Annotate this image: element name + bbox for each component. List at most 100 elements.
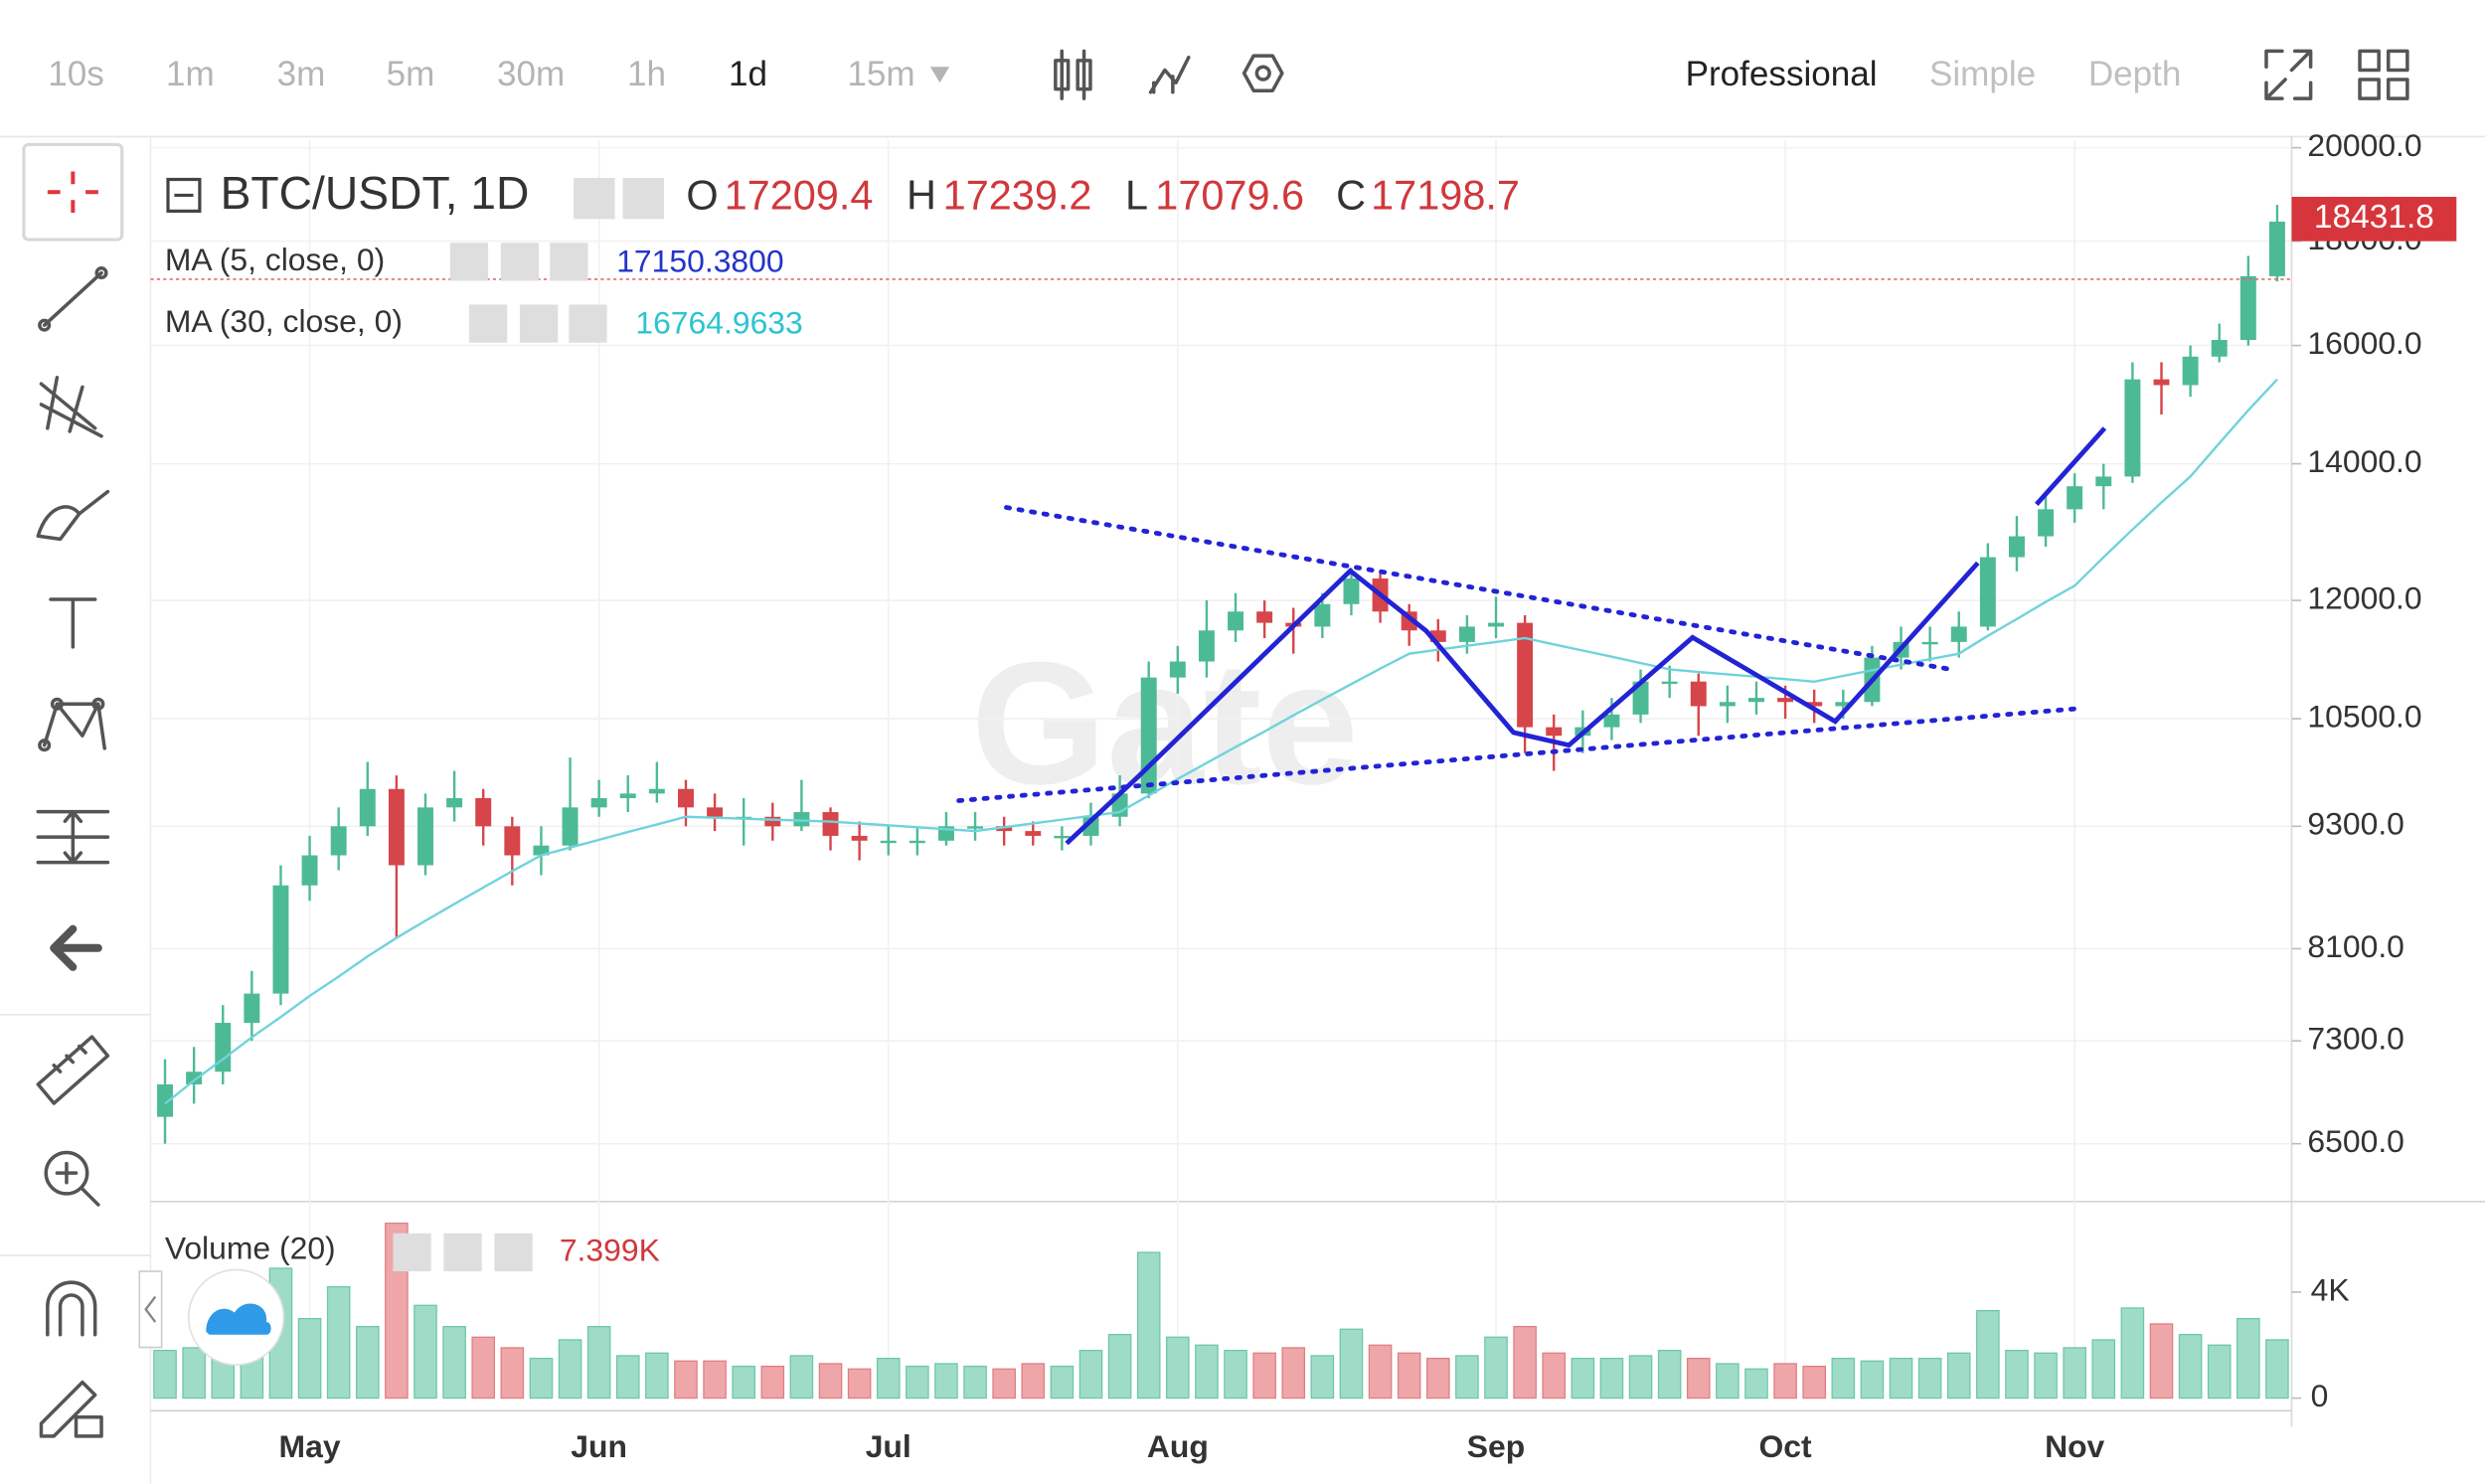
remove-button[interactable] xyxy=(569,304,607,343)
settings-button[interactable] xyxy=(500,243,540,281)
candle-body xyxy=(1835,702,1852,707)
candle-body xyxy=(186,1072,203,1084)
candle-body xyxy=(2268,221,2285,276)
volume-bar xyxy=(442,1325,466,1400)
ohlc-value: 17239.2 xyxy=(943,172,1092,219)
interval[interactable]: 3m xyxy=(277,55,326,93)
line-tool[interactable] xyxy=(38,266,108,332)
mode-tab[interactable]: Simple xyxy=(1929,55,2036,93)
candle-body xyxy=(764,816,781,827)
remove-button[interactable] xyxy=(550,243,588,281)
volume-bar xyxy=(414,1304,437,1400)
settings-button[interactable] xyxy=(622,177,665,220)
dropdown-caret[interactable] xyxy=(929,67,950,83)
zoom-tool[interactable] xyxy=(44,1150,100,1207)
candle-body xyxy=(707,807,724,817)
side-tab[interactable] xyxy=(138,1270,163,1349)
candle-type-button[interactable] xyxy=(1054,49,1092,100)
candle-body xyxy=(1429,630,1446,642)
magnet-tool[interactable] xyxy=(46,1280,97,1337)
volume-bar xyxy=(1310,1355,1335,1400)
layout-button[interactable] xyxy=(2358,49,2409,100)
y-tick-label: 10500.0 xyxy=(2307,699,2421,735)
volume-bar xyxy=(558,1339,582,1400)
last-price: 18431.8 xyxy=(2314,199,2434,236)
candle-body xyxy=(590,797,607,808)
volume-bar xyxy=(1657,1349,1682,1400)
candle-body xyxy=(330,826,347,856)
collapse-button[interactable] xyxy=(50,924,102,971)
lock-tool[interactable] xyxy=(39,1380,103,1438)
crosshair-button[interactable] xyxy=(22,142,124,242)
volume-bar xyxy=(1281,1347,1306,1400)
volume-bar xyxy=(1455,1355,1479,1400)
candle-body xyxy=(2038,509,2055,537)
interval[interactable]: 30m xyxy=(497,55,565,93)
indicator-button[interactable] xyxy=(1148,55,1191,94)
mode-tab[interactable]: Depth xyxy=(2088,55,2182,93)
ohlc-value: 17209.4 xyxy=(725,172,874,219)
visibility-button[interactable] xyxy=(468,304,508,343)
channel-tool[interactable] xyxy=(39,376,103,438)
candle-body xyxy=(1025,831,1042,836)
candle-body xyxy=(1546,727,1563,737)
settings-button[interactable] xyxy=(1242,54,1284,92)
volume-bar xyxy=(1889,1357,1913,1400)
volume-bar xyxy=(1976,1309,2000,1400)
watermark: Gate xyxy=(971,626,1359,821)
annotations xyxy=(956,426,2107,846)
visibility-button[interactable] xyxy=(574,177,615,220)
remove-button[interactable] xyxy=(494,1233,533,1272)
candle-body xyxy=(967,826,984,829)
candle-body xyxy=(301,855,318,886)
candle-body xyxy=(1517,622,1534,728)
pattern-tool[interactable] xyxy=(38,697,106,752)
volume-bar xyxy=(732,1365,755,1400)
mode-tab-active[interactable]: Professional xyxy=(1686,55,1878,93)
x-tick-label: Jun xyxy=(571,1428,627,1464)
interval[interactable]: 10s xyxy=(48,55,104,93)
candle-body xyxy=(1140,677,1157,794)
settings-button[interactable] xyxy=(519,304,559,343)
candle-body xyxy=(880,840,897,844)
settings-button[interactable] xyxy=(443,1233,482,1272)
candle-body xyxy=(1748,698,1764,703)
candle-body xyxy=(996,826,1013,832)
x-tick-label: May xyxy=(279,1428,341,1464)
text-tool[interactable] xyxy=(49,597,97,649)
visibility-button[interactable] xyxy=(393,1233,431,1272)
support-line xyxy=(956,706,2079,803)
ma5-value: 17150.3800 xyxy=(616,243,783,278)
x-tick-label: Oct xyxy=(1759,1428,1813,1464)
fib-tool[interactable] xyxy=(36,809,110,865)
x-tick-label: Aug xyxy=(1147,1428,1209,1464)
candle-body xyxy=(2067,486,2083,510)
candle-body xyxy=(2095,476,2112,487)
candle-body xyxy=(1314,603,1331,627)
interval[interactable]: 1h xyxy=(627,55,666,93)
interval[interactable]: 1m xyxy=(166,55,215,93)
volume-bar xyxy=(615,1355,640,1400)
candle-body xyxy=(2211,340,2228,357)
interval-dropdown[interactable]: 15m xyxy=(847,55,914,93)
measure-tool[interactable] xyxy=(36,1035,110,1105)
y-tick-label: 14000.0 xyxy=(2307,443,2421,479)
volume-bar xyxy=(1802,1365,1826,1400)
candle-body xyxy=(677,788,694,808)
interval[interactable]: 5m xyxy=(387,55,435,93)
collapse-icon[interactable] xyxy=(166,177,202,213)
wave-line xyxy=(1065,561,1980,846)
volume-bar xyxy=(1224,1349,1247,1400)
fullscreen-button[interactable] xyxy=(2264,49,2313,100)
visibility-button[interactable] xyxy=(449,243,489,281)
ohlc-key: O xyxy=(686,172,718,219)
volume-bar xyxy=(1628,1355,1653,1400)
candle-body xyxy=(851,835,868,841)
volume-bar xyxy=(1744,1368,1768,1400)
volume-bar xyxy=(1831,1357,1856,1400)
interval-active[interactable]: 1d xyxy=(729,55,767,93)
brush-tool[interactable] xyxy=(36,489,110,542)
volume-bar xyxy=(1136,1251,1161,1400)
candle-body xyxy=(1054,835,1071,839)
volume-bar xyxy=(1686,1357,1711,1400)
